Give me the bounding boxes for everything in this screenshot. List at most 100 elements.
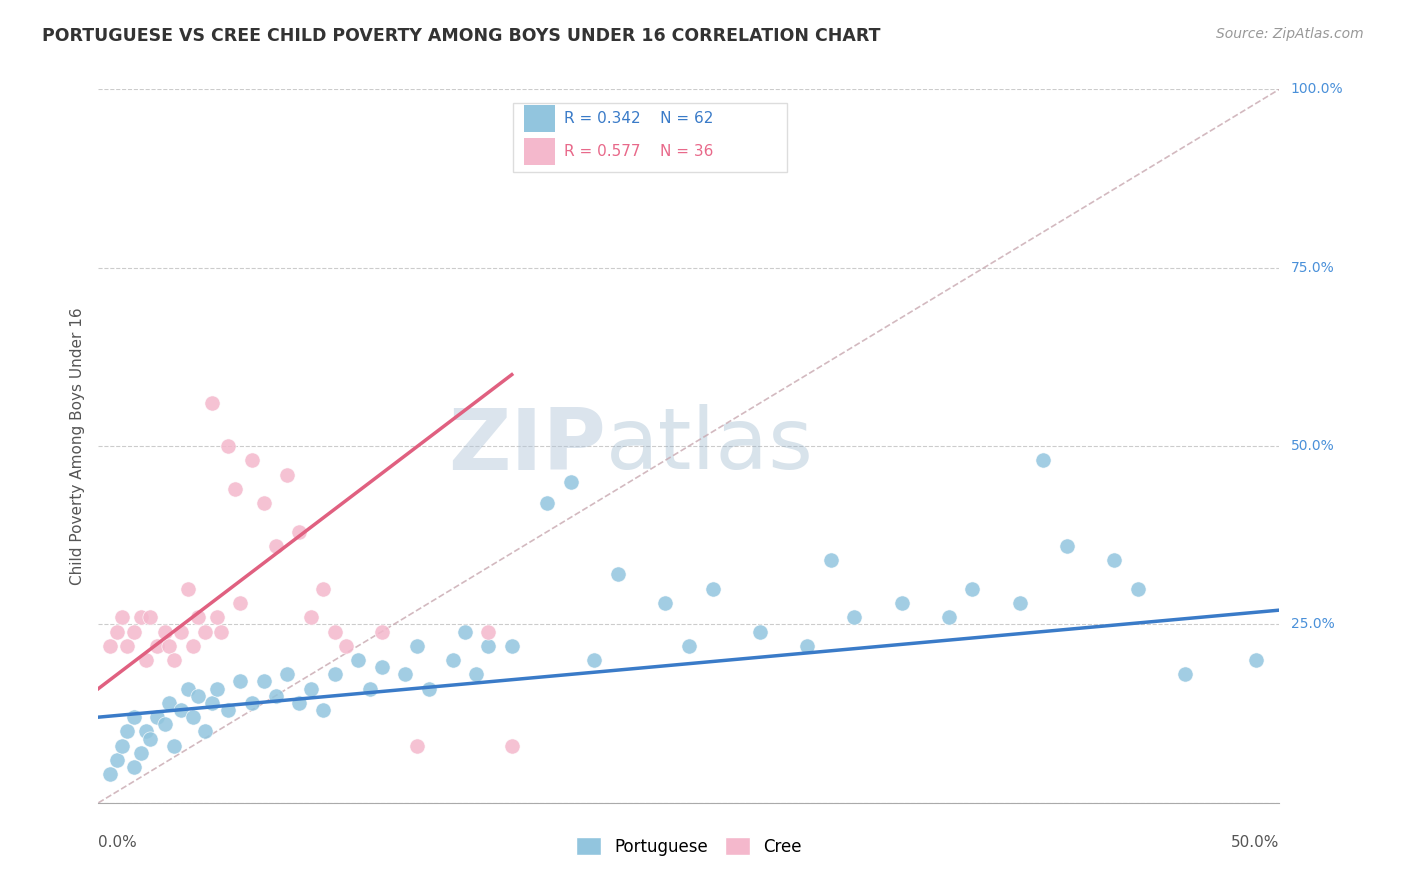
Point <box>335 639 357 653</box>
Point <box>465 667 488 681</box>
Point <box>299 610 322 624</box>
Point <box>264 689 287 703</box>
Point <box>177 681 200 696</box>
Point <box>1032 453 1054 467</box>
Point <box>111 610 134 624</box>
Text: ZIP: ZIP <box>449 404 606 488</box>
Point <box>181 710 204 724</box>
Point <box>139 731 162 746</box>
Point <box>288 524 311 539</box>
Point <box>209 624 232 639</box>
Point <box>115 724 138 739</box>
Point <box>938 610 960 624</box>
Point <box>240 453 263 467</box>
Text: 50.0%: 50.0% <box>1291 439 1334 453</box>
Point <box>170 624 193 639</box>
Point <box>194 724 217 739</box>
Point <box>153 717 176 731</box>
Point <box>129 610 152 624</box>
Point <box>135 724 157 739</box>
Point <box>288 696 311 710</box>
Point <box>205 681 228 696</box>
Text: atlas: atlas <box>606 404 814 488</box>
Point <box>347 653 370 667</box>
Point <box>418 681 440 696</box>
Point <box>129 746 152 760</box>
Point <box>217 703 239 717</box>
Point <box>205 610 228 624</box>
Point <box>201 696 224 710</box>
Point <box>394 667 416 681</box>
Point <box>1126 582 1149 596</box>
Point <box>229 674 252 689</box>
Point <box>157 639 180 653</box>
Point <box>122 624 145 639</box>
Point <box>1056 539 1078 553</box>
Point <box>157 696 180 710</box>
Point <box>536 496 558 510</box>
Text: R = 0.342    N = 62: R = 0.342 N = 62 <box>564 112 713 126</box>
Point <box>276 467 298 482</box>
Point <box>962 582 984 596</box>
Point <box>312 582 335 596</box>
Point <box>844 610 866 624</box>
Point <box>111 739 134 753</box>
Text: PORTUGUESE VS CREE CHILD POVERTY AMONG BOYS UNDER 16 CORRELATION CHART: PORTUGUESE VS CREE CHILD POVERTY AMONG B… <box>42 27 880 45</box>
Point <box>217 439 239 453</box>
Point <box>1244 653 1267 667</box>
Point <box>122 760 145 774</box>
Text: Source: ZipAtlas.com: Source: ZipAtlas.com <box>1216 27 1364 41</box>
Point <box>371 660 394 674</box>
Point <box>240 696 263 710</box>
Point <box>453 624 475 639</box>
Point <box>139 610 162 624</box>
Point <box>1102 553 1125 567</box>
Point <box>276 667 298 681</box>
Text: 100.0%: 100.0% <box>1291 82 1343 96</box>
Point <box>264 539 287 553</box>
Point <box>146 710 169 724</box>
Point <box>441 653 464 667</box>
Point <box>170 703 193 717</box>
Point <box>312 703 335 717</box>
Point <box>229 596 252 610</box>
Text: 25.0%: 25.0% <box>1291 617 1334 632</box>
Point <box>406 739 429 753</box>
Point <box>253 496 276 510</box>
Point <box>890 596 912 610</box>
Point <box>477 624 499 639</box>
Point <box>201 396 224 410</box>
Point <box>501 639 523 653</box>
Point <box>477 639 499 653</box>
Point <box>187 610 209 624</box>
Text: 75.0%: 75.0% <box>1291 260 1334 275</box>
Point <box>371 624 394 639</box>
Point <box>122 710 145 724</box>
Point <box>560 475 582 489</box>
Point <box>654 596 676 610</box>
Point <box>702 582 724 596</box>
Point <box>177 582 200 596</box>
Point <box>796 639 818 653</box>
Point <box>224 482 246 496</box>
Point <box>253 674 276 689</box>
Point <box>323 624 346 639</box>
Point <box>163 653 186 667</box>
Text: R = 0.577    N = 36: R = 0.577 N = 36 <box>564 145 713 159</box>
Point <box>187 689 209 703</box>
Point <box>501 739 523 753</box>
Point <box>583 653 606 667</box>
Point <box>98 767 121 781</box>
Point <box>406 639 429 653</box>
Point <box>607 567 630 582</box>
Point <box>299 681 322 696</box>
Point <box>194 624 217 639</box>
Point <box>359 681 381 696</box>
Point <box>678 639 700 653</box>
Point <box>181 639 204 653</box>
Text: 50.0%: 50.0% <box>1232 835 1279 850</box>
Point <box>105 624 128 639</box>
Point <box>135 653 157 667</box>
Legend: Portuguese, Cree: Portuguese, Cree <box>569 830 808 863</box>
Point <box>1008 596 1031 610</box>
